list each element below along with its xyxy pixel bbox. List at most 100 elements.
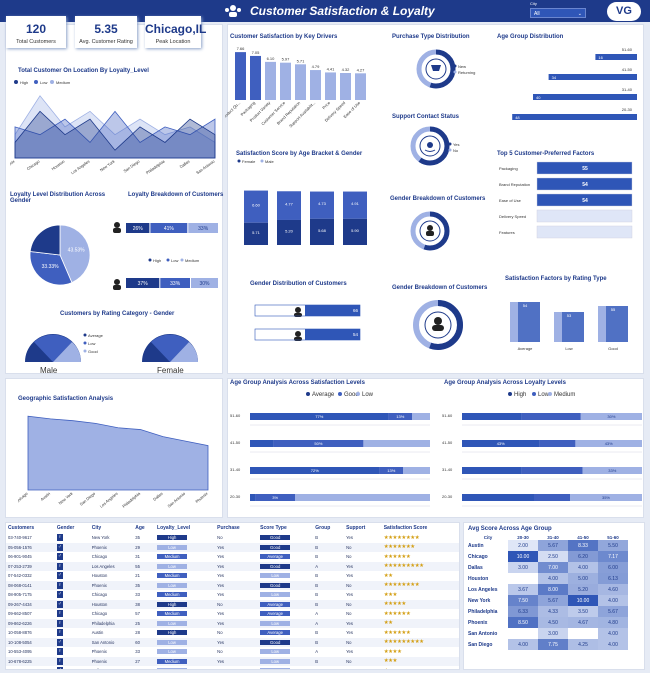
gender-bd1-title: Gender Breakdown of Customers <box>390 196 486 202</box>
score-age-bar-chart: Female Male 6.60 5.71 4.77 5.20 4.73 5.68 4.91… <box>237 159 367 245</box>
bar-data-label: 5.97 <box>282 57 291 62</box>
gender-icon-glyph: ♀ <box>56 648 63 656</box>
drivers-title: Customer Satisfaction by Key Drivers <box>230 34 338 40</box>
column-header[interactable]: Age <box>135 525 145 531</box>
x-tick-label: New York <box>57 491 73 506</box>
kpi-value: 5.35 <box>94 22 118 36</box>
table-row[interactable]: 09-662-8507 ♀ Chicago 57 Medium Yes Average A No… <box>6 609 459 619</box>
pie-slice-medium <box>29 224 61 256</box>
table-cell: 10-553-4095 <box>8 649 32 655</box>
table-row[interactable]: 08-068-0141 ♀ Phoenix 35 Low Yes Good B No ★★★★★★… <box>6 580 459 590</box>
avatar[interactable]: VG <box>607 2 641 21</box>
table-cell: No <box>344 542 382 552</box>
loyalty-pill: Medium <box>155 609 215 619</box>
gender-icon: ♂ <box>54 637 90 647</box>
column-header[interactable]: City <box>91 525 102 531</box>
heatmap-row: Los Angeles 3.67 8.00 5.20 4.60 <box>468 584 628 595</box>
heatmap-cell: 4.50 <box>538 617 568 628</box>
heatmap-cell: 3.67 <box>508 584 538 595</box>
table-cell: 33 <box>135 592 140 598</box>
heatmap-row: Dallas 3.00 7.00 4.00 6.00 <box>468 562 628 573</box>
pill-label: Average <box>260 611 291 617</box>
table-row[interactable]: 06-901-9045 ♂ Chicago 31 Medium Yes Average B No… <box>6 552 459 562</box>
gender-icon-glyph: ♀ <box>56 610 63 618</box>
table-row[interactable]: 10-108-5054 ♂ San Antonio 60 Low Yes Good B No ★★… <box>6 637 459 647</box>
column-header[interactable]: Group <box>315 525 331 531</box>
female-icon <box>113 222 121 233</box>
bar-data-label: 7.66 <box>237 46 246 51</box>
score-type-pill: Average <box>258 628 313 638</box>
bar-data-label: 43% <box>605 441 613 446</box>
x-tick-label: Philadelphia <box>121 490 142 508</box>
table-row[interactable]: 10-553-4095 ♀ Phoenix 33 Low No Low A Yes ★★★★ <box>6 647 459 657</box>
column-header[interactable]: Customers <box>8 525 35 531</box>
table-row[interactable]: 08-905-7175 ♂ Chicago 33 Medium Yes Low B Yes ★★★ <box>6 590 459 600</box>
bar-female <box>310 218 334 245</box>
table-cell: 28 <box>135 630 140 636</box>
table-cell: B <box>315 592 319 598</box>
gender-icon-glyph: ♀ <box>56 619 63 627</box>
table-row[interactable]: 11-990-1065♂Dallas33LowYesLowANo★ <box>6 666 459 669</box>
heatmap-row: Houston 4.00 5.00 6.13 <box>468 573 628 584</box>
table-row[interactable]: 09-267-4434 ♂ Houston 38 High No Average B No ★★★… <box>6 599 459 609</box>
column-header[interactable]: Purchase <box>217 525 240 531</box>
legend-dot-low <box>356 392 360 396</box>
star-icon: ★★★★★★★★ <box>383 582 420 589</box>
score-type-pill: Low <box>258 666 313 669</box>
bar-data-label: 50% <box>314 441 322 446</box>
table-cell: 31 <box>135 554 140 560</box>
table-cell: No <box>344 580 382 590</box>
bar-data-label: 37% <box>138 281 149 287</box>
heatmap-cell: 6.33 <box>508 606 538 617</box>
pill-label: Average <box>260 601 291 607</box>
table-cell: B <box>315 573 319 579</box>
table-row[interactable]: 10-058-8876 ♀ Austin 28 High No Average B Yes ★★★… <box>6 628 459 638</box>
table-cell: Yes <box>344 561 382 571</box>
bar-data-label: 13% <box>387 468 395 473</box>
score-type-pill: Average <box>258 552 313 562</box>
legend-dot-good <box>338 392 342 396</box>
pill-label: Average <box>260 630 291 636</box>
heatmap-cell: 5.50 <box>598 540 628 551</box>
y-tick-label: Ease of Use <box>499 198 522 203</box>
table-cell: 38 <box>133 599 156 609</box>
table-cell: 10-108-5054 <box>6 637 55 647</box>
satisfaction-stars: ★★ <box>381 618 459 628</box>
column-header[interactable]: Loyalty_Level <box>157 525 191 531</box>
table-row[interactable]: 03-740-9617 ♀ New York 35 High No Good B Yes ★★★★… <box>6 533 459 543</box>
table-row[interactable]: 09-862-6226 ♀ Philadelphia 25 Low Yes Low A Yes ★… <box>6 618 459 628</box>
gender-icon-glyph: ♀ <box>56 534 63 542</box>
table-cell: 60 <box>133 637 156 647</box>
column-header[interactable]: Score Type <box>260 525 287 531</box>
gender-bd2-title: Gender Breakdown of Customers <box>392 285 488 291</box>
table-cell: 05-056-1576 <box>6 542 55 552</box>
table-cell: Yes <box>215 637 259 647</box>
gender-icon-glyph: ♂ <box>56 638 63 646</box>
legend-low: Low <box>88 341 95 346</box>
table-row[interactable]: 07-253-2739 ♀ Los Angeles 55 Low Yes Good A Yes ★… <box>6 561 459 571</box>
column-header[interactable]: Gender <box>56 525 75 531</box>
table-row[interactable]: 07-542-0332 ♂ Houston 21 Medium Yes Low B Yes ★★ <box>6 571 459 581</box>
gender-icon-glyph: ♂ <box>56 572 63 580</box>
segment-bar <box>150 223 188 233</box>
group-icon <box>225 5 241 17</box>
x-tick-label: Ease of Use <box>342 100 361 119</box>
heatmap-cell: 5.20 <box>568 584 598 595</box>
heatmap-row: New York 7.50 5.67 10.00 4.00 <box>468 595 628 606</box>
satisfaction-stars: ★★★★★★★★★ <box>381 561 459 571</box>
table-cell: 25 <box>133 618 156 628</box>
legend-new: New <box>458 64 466 69</box>
satisfaction-stars: ★★★★★★★★ <box>381 580 459 590</box>
column-header[interactable]: Satisfaction Score <box>383 525 428 531</box>
bar-male <box>277 191 301 220</box>
column-header[interactable]: Support <box>346 525 366 531</box>
bar-data-label: 13% <box>396 414 404 419</box>
legend-dot-returning <box>453 70 457 74</box>
legend-dot-no <box>448 148 452 152</box>
table-row[interactable]: 05-056-1576 ♂ Phoenix 29 Low Yes Good B No ★★★★★★… <box>6 542 459 552</box>
table-cell: 08-905-7175 <box>8 592 32 598</box>
city-filter-select[interactable]: All ⌄ <box>530 8 586 18</box>
table-row[interactable]: 10-678-6225 ♀ Phoenix 27 Medium Yes Low B No ★★★ <box>6 656 459 666</box>
column-header: City <box>483 535 493 540</box>
age-dist-bar-chart: 16 51-60 34 41-50 40 31-40 48 20-30 <box>512 47 637 120</box>
